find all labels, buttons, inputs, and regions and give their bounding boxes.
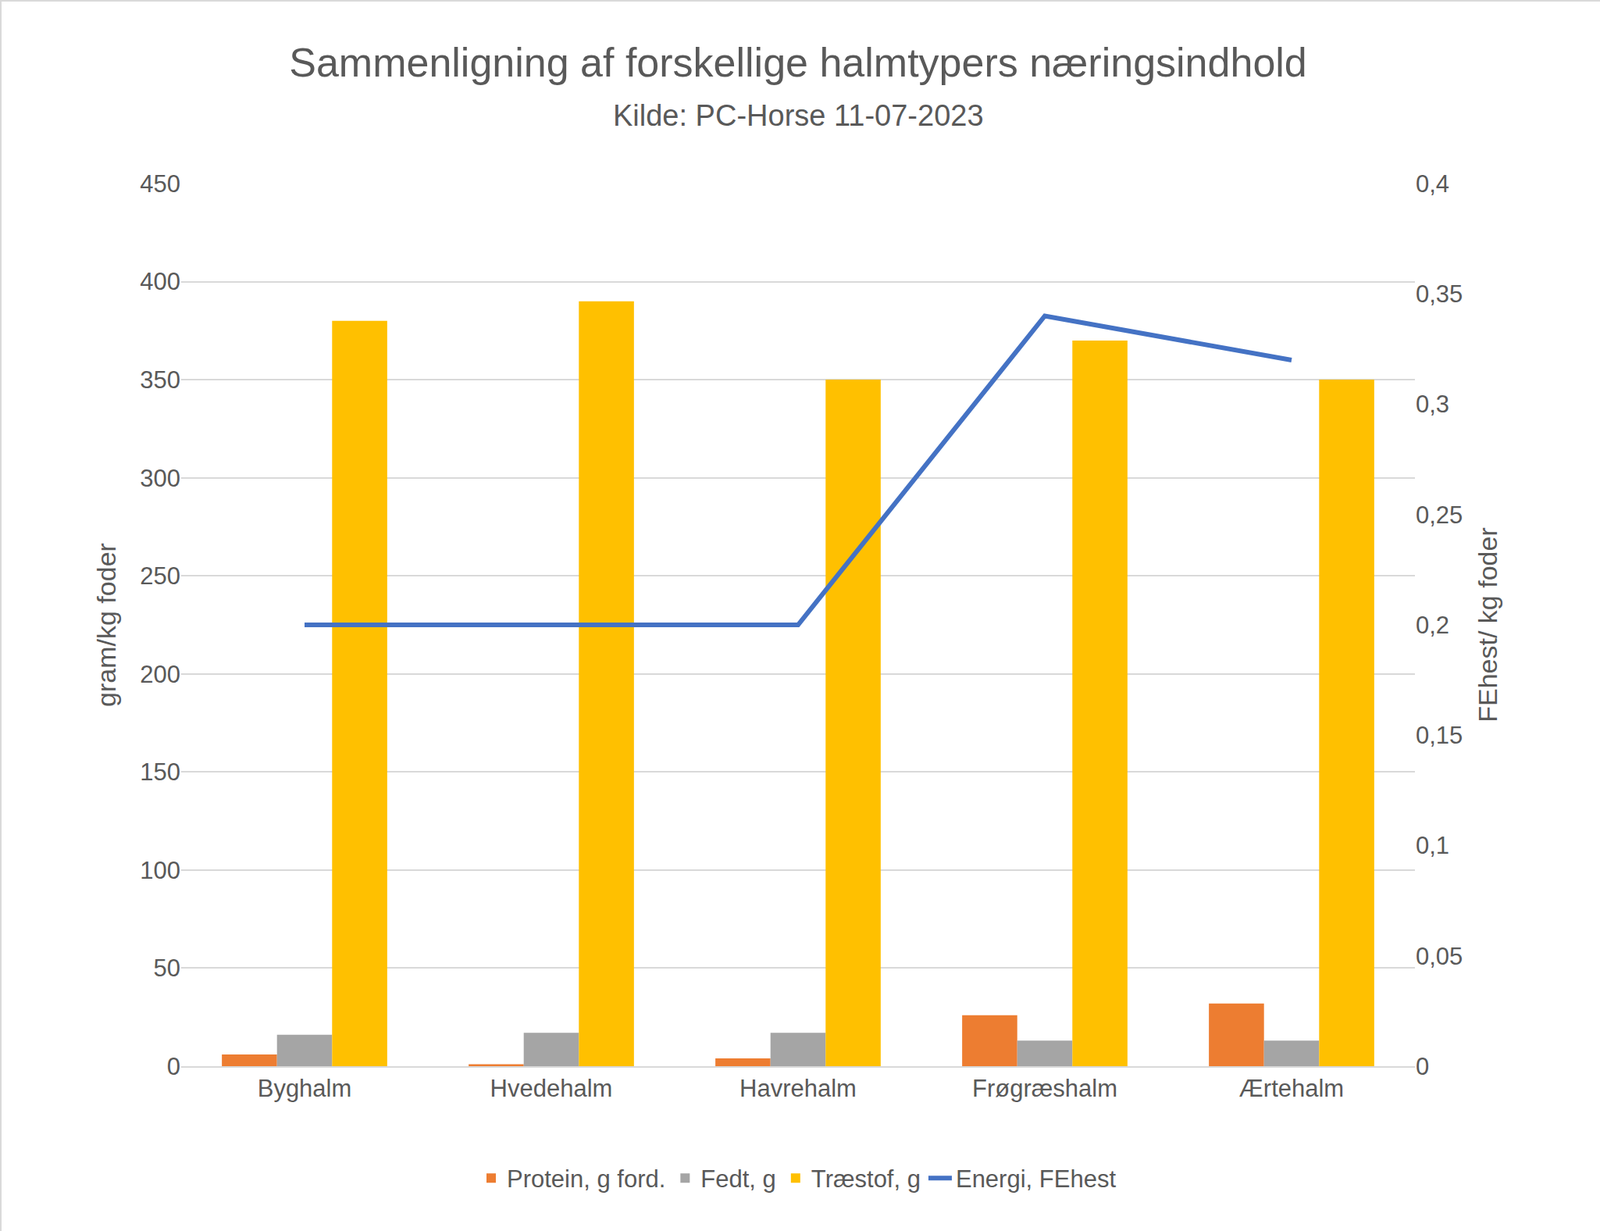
svg-text:250: 250 bbox=[139, 562, 181, 590]
svg-text:100: 100 bbox=[139, 856, 181, 884]
svg-text:0,4: 0,4 bbox=[1415, 170, 1450, 198]
svg-text:Energi, FEhest: Energi, FEhest bbox=[955, 1165, 1116, 1193]
svg-text:450: 450 bbox=[139, 170, 181, 198]
svg-text:gram/kg foder: gram/kg foder bbox=[91, 542, 122, 707]
svg-text:0,2: 0,2 bbox=[1415, 611, 1450, 639]
svg-text:Sammenligning af forskellige h: Sammenligning af forskellige halmtypers … bbox=[288, 39, 1308, 86]
svg-text:0,3: 0,3 bbox=[1415, 390, 1450, 418]
svg-text:Byghalm: Byghalm bbox=[257, 1074, 353, 1102]
svg-text:Kilde: PC-Horse 11-07-2023: Kilde: PC-Horse 11-07-2023 bbox=[612, 99, 984, 132]
svg-text:0,25: 0,25 bbox=[1415, 501, 1463, 529]
svg-text:0,35: 0,35 bbox=[1415, 280, 1463, 308]
svg-text:Frøgræshalm: Frøgræshalm bbox=[972, 1074, 1118, 1102]
svg-text:300: 300 bbox=[139, 464, 181, 492]
svg-text:200: 200 bbox=[139, 660, 181, 688]
svg-text:0,05: 0,05 bbox=[1415, 942, 1463, 970]
svg-text:Hvedehalm: Hvedehalm bbox=[490, 1074, 613, 1102]
svg-text:Protein, g ford.: Protein, g ford. bbox=[506, 1165, 666, 1193]
svg-text:Ærtehalm: Ærtehalm bbox=[1239, 1074, 1344, 1102]
svg-text:400: 400 bbox=[139, 267, 181, 296]
svg-text:0,1: 0,1 bbox=[1415, 831, 1450, 859]
svg-text:Fedt, g: Fedt, g bbox=[700, 1165, 777, 1193]
svg-text:0: 0 bbox=[167, 1052, 181, 1080]
svg-text:350: 350 bbox=[139, 366, 181, 394]
svg-text:50: 50 bbox=[153, 954, 181, 982]
svg-text:150: 150 bbox=[139, 758, 181, 786]
svg-text:Havrehalm: Havrehalm bbox=[739, 1074, 857, 1102]
svg-text:0,15: 0,15 bbox=[1415, 721, 1463, 749]
svg-text:FEhest/ kg foder: FEhest/ kg foder bbox=[1472, 527, 1503, 722]
svg-text:0: 0 bbox=[1415, 1052, 1429, 1080]
svg-text:Træstof, g: Træstof, g bbox=[811, 1165, 921, 1193]
